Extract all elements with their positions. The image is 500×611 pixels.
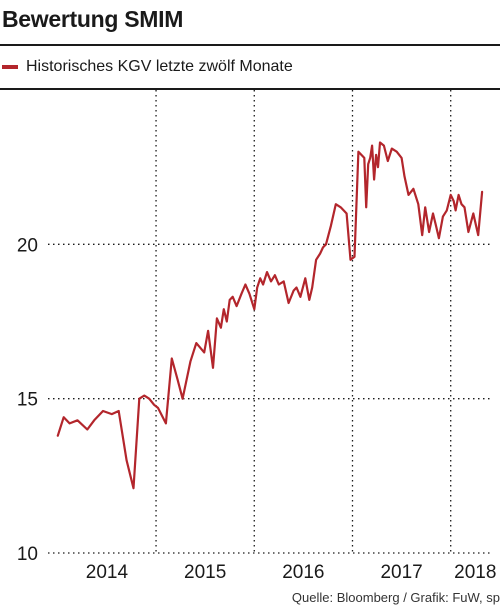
chart-title: Bewertung SMIM (2, 6, 184, 32)
title-rule (0, 44, 500, 46)
x-tick-label: 2017 (380, 562, 422, 583)
y-tick-label: 10 (17, 544, 38, 565)
x-tick-label: 2015 (184, 562, 226, 583)
x-tick-label: 2014 (86, 562, 129, 583)
legend-swatch (2, 65, 18, 69)
y-tick-label: 15 (17, 390, 38, 411)
legend-label: Historisches KGV letzte zwölf Monate (26, 58, 293, 75)
source-note: Quelle: Bloomberg / Grafik: FuW, sp (291, 590, 500, 605)
y-tick-label: 20 (17, 235, 38, 256)
legend: Historisches KGV letzte zwölf Monate (2, 58, 293, 76)
x-tick-label: 2018 (454, 562, 496, 583)
series-line (56, 141, 484, 490)
x-tick-label: 2016 (282, 562, 324, 583)
plot-frame-top (0, 88, 500, 90)
